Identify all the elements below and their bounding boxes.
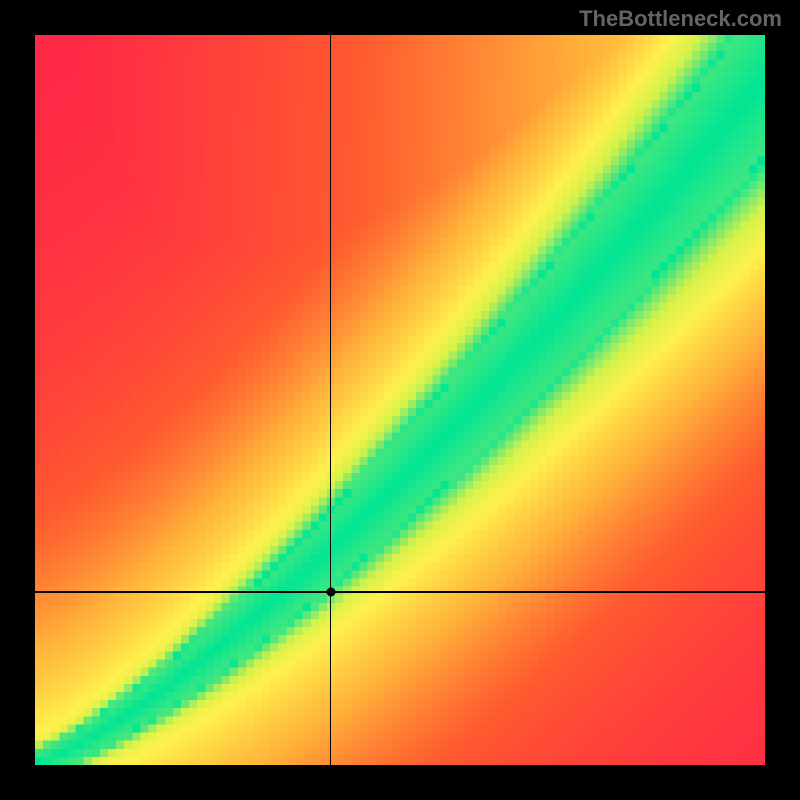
watermark-label: TheBottleneck.com [579, 6, 782, 32]
heatmap-canvas [35, 35, 765, 765]
crosshair-marker [326, 587, 335, 596]
heatmap-plot-area [35, 35, 765, 765]
crosshair-vertical [330, 35, 332, 765]
crosshair-horizontal [35, 591, 765, 593]
